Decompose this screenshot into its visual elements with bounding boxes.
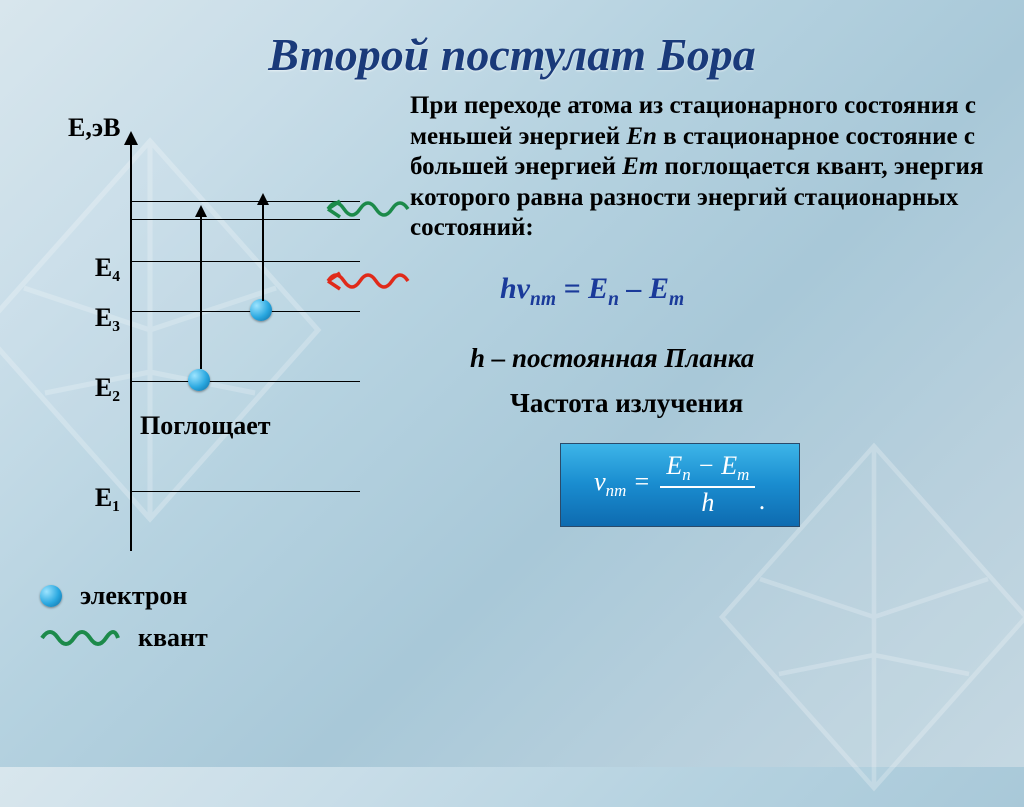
energy-level-label: E₃ bbox=[70, 303, 120, 333]
legend-electron: электрон bbox=[40, 581, 208, 611]
electron-icon bbox=[250, 299, 272, 321]
legend-quantum-label: квант bbox=[138, 623, 208, 653]
energy-level-line bbox=[130, 311, 360, 312]
energy-level-line bbox=[130, 261, 360, 262]
quantum-icon bbox=[40, 626, 120, 650]
formula-energy: hνnm = En – Em bbox=[500, 272, 1000, 311]
formula-frequency-box: νnm = En − Em h . bbox=[560, 443, 800, 527]
legend: электрон квант bbox=[40, 581, 208, 665]
legend-quantum: квант bbox=[40, 623, 208, 653]
transition-arrow-icon bbox=[262, 203, 264, 301]
energy-level-line bbox=[130, 381, 360, 382]
energy-diagram: Е,эВ E₄ E₃ E₂ E₁ Поглощает bbox=[40, 111, 400, 571]
energy-level-label: E₄ bbox=[70, 253, 120, 283]
text-column: При переходе атома из стационарного сост… bbox=[410, 91, 1000, 527]
energy-level-line bbox=[130, 491, 360, 492]
legend-electron-label: электрон bbox=[80, 581, 187, 611]
quantum-arrow-icon bbox=[300, 267, 410, 295]
transition-arrow-icon bbox=[200, 215, 202, 369]
absorb-label: Поглощает bbox=[140, 411, 271, 441]
y-axis-label: Е,эВ bbox=[68, 113, 120, 143]
planck-constant-label: h – постоянная Планка bbox=[470, 343, 1000, 374]
quantum-arrow-icon bbox=[300, 195, 410, 223]
y-axis bbox=[130, 141, 132, 551]
page-title: Второй постулат Бора bbox=[0, 0, 1024, 81]
energy-level-label: E₂ bbox=[70, 373, 120, 403]
electron-icon bbox=[188, 369, 210, 391]
content-area: Е,эВ E₄ E₃ E₂ E₁ Поглощает электрон квант bbox=[0, 81, 1024, 748]
electron-icon bbox=[40, 585, 62, 607]
main-paragraph: При переходе атома из стационарного сост… bbox=[410, 91, 1000, 244]
frequency-label: Частота излучения bbox=[510, 388, 1000, 419]
energy-level-label: E₁ bbox=[70, 483, 120, 513]
